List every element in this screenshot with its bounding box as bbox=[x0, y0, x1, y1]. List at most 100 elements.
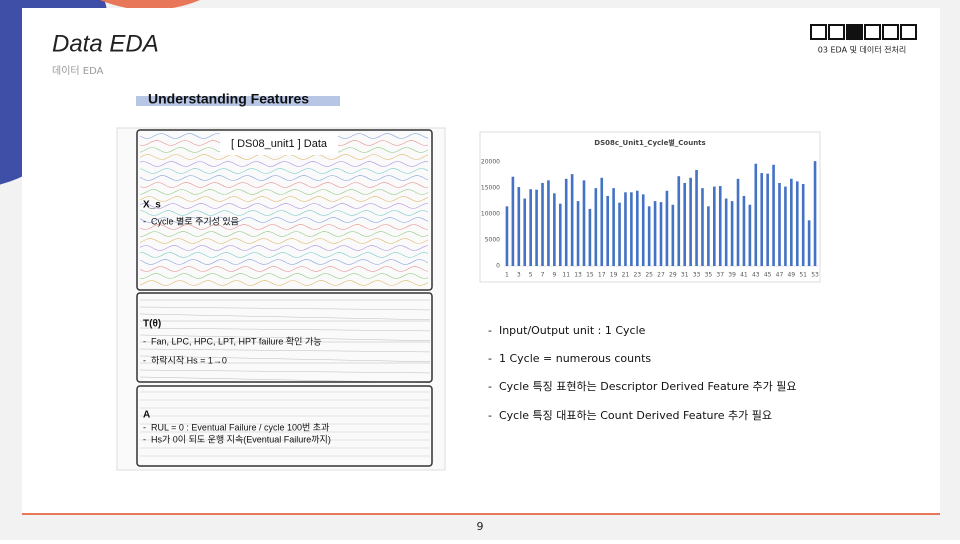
signal-trace bbox=[139, 238, 429, 244]
bar bbox=[784, 186, 787, 266]
signal-trace bbox=[139, 231, 429, 237]
signal-trace bbox=[139, 189, 429, 195]
figure-label-box bbox=[220, 133, 338, 155]
signal-trace bbox=[139, 306, 430, 311]
x-tick-label: 41 bbox=[740, 272, 748, 279]
bar bbox=[635, 190, 639, 266]
block-line: - Fan, LPC, HPC, LPT, HPT failure 확인 가능 bbox=[143, 335, 322, 346]
block-line: - Cycle 별로 주기성 있음 bbox=[143, 215, 239, 226]
bar bbox=[778, 182, 781, 266]
block-line: - Hs가 0이 되도 운행 지속(Eventual Failure까지) bbox=[143, 433, 331, 444]
bar bbox=[618, 202, 621, 266]
bar bbox=[529, 189, 532, 266]
x-tick-label: 45 bbox=[764, 272, 772, 279]
x-tick-label: 39 bbox=[728, 272, 736, 279]
bar bbox=[807, 220, 811, 266]
heading: Understanding Features bbox=[148, 91, 309, 107]
x-tick-label: 49 bbox=[788, 272, 796, 279]
signal-trace bbox=[139, 217, 429, 223]
bar bbox=[689, 177, 692, 266]
bar bbox=[594, 188, 598, 266]
bar bbox=[553, 193, 556, 266]
signal-plot bbox=[139, 133, 431, 457]
x-tick-label: 37 bbox=[716, 272, 724, 279]
bar bbox=[671, 204, 675, 266]
signal-trace bbox=[139, 161, 429, 167]
bar bbox=[511, 176, 515, 266]
subtitle: 데이터 EDA bbox=[52, 65, 104, 77]
y-tick-label: 20000 bbox=[481, 159, 500, 166]
signal-trace bbox=[139, 273, 429, 279]
bar bbox=[588, 208, 592, 266]
x-tick-label: 15 bbox=[586, 272, 594, 279]
x-tick-label: 31 bbox=[681, 272, 689, 279]
signal-trace bbox=[139, 196, 429, 202]
y-tick-label: 0 bbox=[496, 263, 500, 270]
signal-trace bbox=[139, 369, 430, 374]
x-tick-label: 53 bbox=[811, 272, 819, 279]
bar bbox=[754, 163, 758, 266]
bar bbox=[606, 195, 609, 266]
block-frame bbox=[136, 292, 433, 383]
decor-orange bbox=[100, 0, 200, 10]
signal-trace bbox=[139, 210, 429, 216]
bar bbox=[718, 186, 722, 266]
bar bbox=[742, 195, 746, 266]
bar bbox=[541, 182, 544, 266]
x-tick-label: 47 bbox=[776, 272, 784, 279]
bar bbox=[695, 169, 698, 266]
bar bbox=[517, 187, 521, 266]
bar bbox=[665, 190, 669, 266]
bar bbox=[641, 194, 645, 266]
block-frame bbox=[136, 385, 433, 467]
bar bbox=[630, 192, 633, 266]
x-tick-label: 11 bbox=[562, 272, 570, 279]
signal-trace bbox=[139, 280, 429, 286]
x-tick-label: 5 bbox=[529, 272, 533, 279]
y-tick-label: 10000 bbox=[481, 211, 500, 218]
bar bbox=[760, 173, 764, 266]
y-tick-label: 15000 bbox=[481, 185, 500, 192]
signal-trace bbox=[139, 348, 430, 353]
bar bbox=[683, 182, 687, 266]
bar bbox=[707, 206, 710, 266]
x-tick-label: 19 bbox=[610, 272, 618, 279]
page-number: 9 bbox=[477, 520, 484, 533]
bar bbox=[772, 164, 775, 266]
title: Data EDA bbox=[52, 30, 159, 57]
signal-trace bbox=[139, 334, 431, 342]
block-frame bbox=[136, 129, 433, 291]
y-tick-label: 5000 bbox=[485, 237, 500, 244]
block-title: A bbox=[143, 410, 150, 421]
block-title: X_s bbox=[143, 200, 161, 211]
bar bbox=[564, 178, 568, 266]
figure-label: [ DS08_unit1 ] Data bbox=[231, 138, 328, 150]
chart-title: DS08c_Unit1_Cycle별_Counts bbox=[594, 138, 705, 147]
bar bbox=[766, 173, 769, 266]
signal-trace bbox=[139, 175, 429, 181]
section-label: 03 EDA 및 데이터 전처리 bbox=[818, 45, 906, 55]
block-title: T(θ) bbox=[143, 319, 161, 330]
bar bbox=[748, 204, 752, 266]
x-tick-label: 51 bbox=[799, 272, 807, 279]
bar bbox=[724, 198, 728, 266]
x-tick-label: 27 bbox=[657, 272, 665, 279]
x-tick-label: 43 bbox=[752, 272, 760, 279]
bar bbox=[624, 192, 627, 266]
bar bbox=[730, 201, 734, 266]
bullet: - Cycle 특징 대표하는 Count Derived Feature 추가… bbox=[488, 408, 772, 422]
bar bbox=[535, 189, 538, 266]
x-tick-label: 13 bbox=[574, 272, 582, 279]
signal-trace bbox=[139, 355, 431, 363]
x-tick-label: 29 bbox=[669, 272, 677, 279]
bar bbox=[570, 174, 574, 266]
nav-boxes bbox=[810, 24, 917, 40]
bullet: - Input/Output unit : 1 Cycle bbox=[488, 324, 646, 337]
x-tick-label: 9 bbox=[552, 272, 556, 279]
signal-trace bbox=[139, 245, 429, 251]
bar bbox=[813, 161, 817, 266]
x-tick-label: 7 bbox=[541, 272, 545, 279]
